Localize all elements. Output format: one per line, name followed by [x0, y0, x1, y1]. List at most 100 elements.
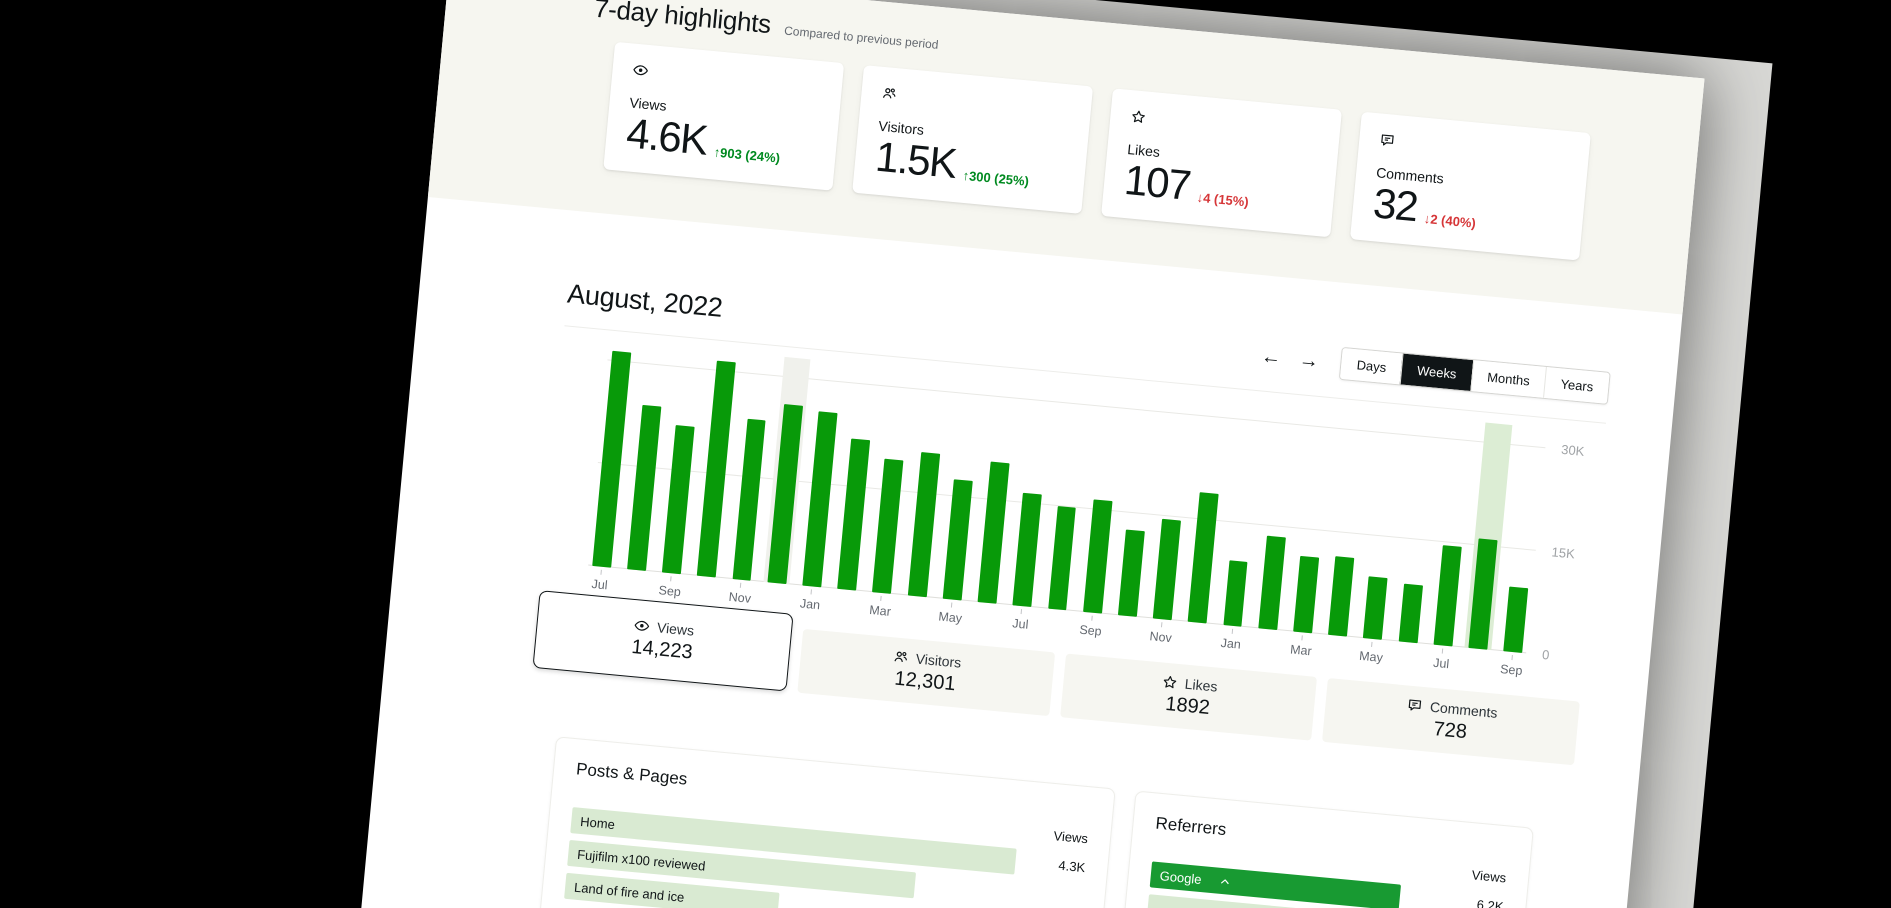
chart-x-label: Jan	[796, 588, 824, 612]
prev-period-button[interactable]: ←	[1256, 344, 1286, 371]
highlight-card-delta: ↓4 (15%)	[1196, 189, 1250, 210]
chart-x-label	[761, 585, 789, 609]
period-nav: ← → Days Weeks Months Years	[1255, 339, 1611, 407]
stat-tab-label-text: Views	[656, 619, 695, 639]
stat-tab-value: 14,223	[630, 635, 694, 664]
chart-x-label: Nov	[726, 582, 754, 606]
stat-tab-comments[interactable]: Comments 728	[1322, 678, 1580, 766]
highlight-card-likes: Likes 107 ↓4 (15%)	[1101, 88, 1343, 238]
stat-tab-label: Comments	[1406, 697, 1498, 721]
chart-bar	[1293, 555, 1320, 634]
chart-x-label: May	[1357, 641, 1385, 665]
stats-main: August, 2022 ← → Days Weeks Months Years	[501, 211, 1617, 908]
stat-tab-likes[interactable]: Likes 1892	[1059, 653, 1318, 741]
chart-x-label-text: May	[1358, 648, 1384, 665]
highlight-card-value: 4.6K	[624, 109, 710, 164]
stat-tab-label: Visitors	[892, 648, 962, 671]
referrer-row-google[interactable]: Google 6.2K	[1149, 861, 1505, 908]
highlight-card-delta: ↓2 (40%)	[1423, 210, 1477, 231]
chart-x-label: Sep	[656, 575, 684, 599]
chart-x-label-text: Nov	[1148, 629, 1173, 646]
highlight-card-delta: ↑300 (25%)	[961, 167, 1030, 189]
chart-bar	[1188, 492, 1219, 624]
chart-bar	[1433, 545, 1462, 647]
chart-x-label-text: Mar	[868, 602, 892, 619]
chart-x-label	[691, 578, 719, 602]
chart-x-label-text: Jul	[590, 576, 609, 593]
chart-bar	[802, 411, 838, 588]
next-period-button[interactable]: →	[1294, 347, 1324, 374]
chart-x-label-text: Jan	[799, 596, 821, 613]
star-icon	[1161, 674, 1178, 691]
chart-bar	[1328, 556, 1355, 637]
chart-tick	[1020, 609, 1023, 615]
stat-tabs-row: Views 14,223 Visitors 12,301 Likes 1892 Commen…	[532, 590, 1580, 766]
stat-tab-views[interactable]: Views 14,223	[532, 590, 794, 692]
chart-x-label	[1252, 631, 1280, 655]
row-label: Fujifilm x100 reviewed	[576, 846, 707, 874]
stats-page: 7-day highlights Compared to previous pe…	[324, 0, 1705, 908]
row-views-value: 6.2K	[1476, 896, 1505, 908]
chart-x-label-text: Sep	[1499, 662, 1524, 679]
row-label: Google	[1159, 867, 1203, 887]
chart-tick	[670, 576, 672, 582]
chart-x-label	[1392, 644, 1420, 668]
highlight-card-value: 107	[1122, 155, 1193, 209]
chart-bar	[942, 479, 973, 601]
chart-tick	[1161, 622, 1163, 628]
chart-x-label	[901, 598, 929, 622]
highlight-card-comments: Comments 32 ↓2 (40%)	[1349, 111, 1591, 261]
chart-bar	[662, 425, 695, 575]
chart-x-label: May	[937, 601, 965, 626]
chart-x-label-text: Nov	[728, 589, 752, 606]
chart-bar	[1503, 586, 1529, 654]
chart-x-label-text: May	[937, 609, 963, 626]
chart-x-label	[972, 605, 1000, 629]
chart-x-label: Mar	[1287, 634, 1315, 658]
chart-x-label: Jul	[586, 569, 614, 593]
chart-tick	[1301, 635, 1303, 641]
chevron-up-icon[interactable]	[1210, 874, 1231, 887]
chart-tick	[1231, 628, 1233, 634]
chart-tick	[1371, 641, 1373, 647]
chart-bar	[907, 452, 940, 598]
chart-bar	[1363, 576, 1388, 640]
y-tick-0: 0	[1541, 646, 1551, 663]
period-tab-months[interactable]: Months	[1469, 360, 1547, 398]
chart-x-label	[1042, 611, 1070, 635]
highlight-card-value: 32	[1371, 179, 1420, 231]
row-label: Home	[579, 813, 616, 832]
chart-bar	[1117, 529, 1145, 617]
referrers-rows: Google 6.2K	[1146, 861, 1505, 908]
chart-bar	[767, 404, 803, 585]
chart-x-label	[831, 591, 859, 615]
chart-x-label	[621, 572, 649, 596]
chart-x-label-text: Jan	[1220, 635, 1242, 652]
period-tab-years[interactable]: Years	[1543, 366, 1610, 404]
chart-x-label: Jan	[1217, 628, 1245, 652]
chart-bar	[977, 461, 1010, 604]
row-views-value: 4.3K	[1057, 857, 1086, 876]
chart-x-label	[1112, 618, 1140, 642]
star-icon	[1130, 108, 1147, 125]
stat-tab-value: 728	[1432, 718, 1468, 744]
stat-tab-visitors[interactable]: Visitors 12,301	[797, 628, 1055, 717]
y-tick-30k: 30K	[1560, 441, 1586, 459]
comment-icon	[1406, 697, 1423, 714]
chart-bar	[626, 404, 662, 571]
people-icon	[881, 85, 898, 102]
stat-tab-label: Views	[633, 617, 695, 639]
chart-bar	[1012, 492, 1043, 608]
period-tab-days[interactable]: Days	[1340, 347, 1403, 385]
chart-bar	[1398, 583, 1423, 644]
highlight-card-visitors: Visitors 1.5K ↑300 (25%)	[852, 65, 1094, 214]
row-bar: Google	[1149, 861, 1401, 908]
highlights-section: 7-day highlights Compared to previous pe…	[427, 0, 1705, 315]
chart-tick	[880, 595, 883, 602]
row-label: Land of fire and ice	[573, 879, 686, 905]
chart-bar	[697, 360, 737, 578]
chart-x-label: Sep	[1077, 614, 1105, 639]
period-tab-weeks[interactable]: Weeks	[1399, 353, 1473, 391]
highlights-subtitle: Compared to previous period	[783, 23, 940, 52]
